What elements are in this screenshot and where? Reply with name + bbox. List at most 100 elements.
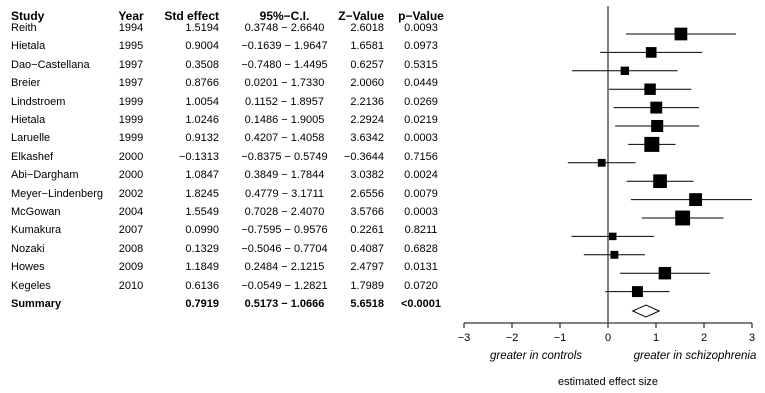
row-9-std: 1.0847 <box>185 169 219 182</box>
summary-z: 5.6518 <box>350 298 384 310</box>
row-7-study: Laruelle <box>11 132 51 145</box>
x-tick-label-1: −2 <box>506 332 519 344</box>
summary-ci: 0.5173 − 1.0666 <box>244 298 325 310</box>
row-1-year: 1994 <box>118 22 144 34</box>
row-6-ci: 0.1486 − 1.9005 <box>244 114 325 126</box>
row-8-year: 2000 <box>118 150 144 163</box>
row-13-std: 0.1329 <box>185 242 219 255</box>
row-15-z: 1.7989 <box>350 279 384 292</box>
estimate-marker-11 <box>675 210 691 226</box>
header-std: Std effect <box>164 9 219 23</box>
row-9-p: 0.0024 <box>404 169 438 182</box>
row-2-year: 1995 <box>118 40 144 53</box>
row-5-std: 1.0054 <box>185 95 219 108</box>
row-5-p: 0.0269 <box>404 95 438 108</box>
row-7-p: 0.0003 <box>404 132 438 145</box>
x-tick-label-6: 3 <box>749 332 755 344</box>
row-3-ci: −0.7480 − 1.4495 <box>241 58 328 71</box>
row-11-study: McGowan <box>11 206 61 218</box>
row-4-year: 1997 <box>118 77 144 90</box>
row-6-std: 1.0246 <box>185 114 219 126</box>
row-13-year: 2008 <box>118 242 144 255</box>
row-12-z: 0.2261 <box>350 224 384 237</box>
row-10-ci: 0.4779 − 3.1711 <box>244 187 324 200</box>
estimate-marker-3 <box>620 66 630 75</box>
row-11-year: 2004 <box>118 206 144 218</box>
row-5-year: 1999 <box>118 95 144 108</box>
row-11-std: 1.5549 <box>185 206 219 218</box>
row-2-p: 0.0973 <box>404 40 438 53</box>
row-6-year: 1999 <box>118 114 144 126</box>
estimate-marker-1 <box>674 27 688 41</box>
row-15-p: 0.0720 <box>404 279 438 292</box>
row-14-year: 2009 <box>118 261 144 274</box>
row-2-ci: −0.1639 − 1.9647 <box>241 40 328 53</box>
row-14-z: 2.4797 <box>350 261 384 274</box>
row-14-std: 1.1849 <box>185 261 219 274</box>
row-2-study: Hietala <box>11 40 46 53</box>
estimate-marker-9 <box>653 174 667 189</box>
row-10-study: Meyer−Lindenberg <box>11 187 104 200</box>
x-tick-label-4: 1 <box>653 332 659 344</box>
row-8-study: Elkashef <box>11 150 54 163</box>
row-7-std: 0.9132 <box>185 132 219 145</box>
row-4-std: 0.8766 <box>185 77 219 90</box>
row-11-p: 0.0003 <box>404 206 438 218</box>
row-10-year: 2002 <box>118 187 144 200</box>
row-2-z: 1.6581 <box>350 40 384 53</box>
row-5-z: 2.2136 <box>350 95 384 108</box>
x-tick-label-5: 2 <box>701 332 707 344</box>
row-2-std: 0.9004 <box>185 40 219 53</box>
row-3-p: 0.5315 <box>404 58 438 71</box>
row-13-study: Nozaki <box>11 242 45 255</box>
estimate-marker-6 <box>651 119 664 133</box>
row-9-z: 3.0382 <box>350 169 384 182</box>
annotation-right: greater in schizophrenia <box>634 350 757 362</box>
row-4-p: 0.0449 <box>404 77 438 90</box>
row-3-year: 1997 <box>118 58 144 71</box>
row-8-p: 0.7156 <box>404 150 438 163</box>
row-12-year: 2007 <box>118 224 144 237</box>
summary-p: <0.0001 <box>400 298 442 310</box>
x-tick-label-0: −3 <box>458 332 471 344</box>
header-z: Z−Value <box>338 9 384 23</box>
row-10-std: 1.8245 <box>185 187 219 200</box>
row-12-std: 0.0990 <box>185 224 219 237</box>
row-12-ci: −0.7595 − 0.9576 <box>241 224 328 237</box>
row-9-ci: 0.3849 − 1.7844 <box>244 169 325 182</box>
row-14-p: 0.0131 <box>404 261 438 274</box>
row-8-std: −0.1313 <box>178 150 219 163</box>
row-4-study: Breier <box>11 77 41 90</box>
header-year: Year <box>118 9 144 23</box>
row-14-ci: 0.2484 − 2.1215 <box>244 261 325 274</box>
study-table: Study Year Std effect 95%−C.I. Z−Value p−Valu… <box>11 9 444 311</box>
row-15-year: 2010 <box>118 279 144 292</box>
estimate-marker-2 <box>645 47 657 58</box>
row-1-std: 1.5194 <box>185 22 219 34</box>
x-tick-label-3: 0 <box>605 332 611 344</box>
x-tick-label-2: −1 <box>554 332 567 344</box>
row-1-p: 0.0093 <box>404 22 438 34</box>
row-4-z: 2.0060 <box>350 77 384 90</box>
row-6-z: 2.2924 <box>350 114 384 126</box>
row-1-ci: 0.3748 − 2.6640 <box>244 22 325 34</box>
estimate-marker-7 <box>644 136 660 152</box>
row-11-ci: 0.7028 − 2.4070 <box>244 206 325 218</box>
estimate-marker-13 <box>610 250 619 259</box>
row-14-study: Howes <box>11 261 45 274</box>
row-5-study: Lindstroem <box>11 95 66 108</box>
estimate-marker-8 <box>597 158 606 167</box>
header-p: p−Value <box>398 9 444 23</box>
row-13-ci: −0.5046 − 0.7704 <box>241 242 328 255</box>
row-12-p: 0.8211 <box>404 224 438 237</box>
row-7-ci: 0.4207 − 1.4058 <box>244 132 325 145</box>
estimate-marker-4 <box>644 83 656 95</box>
row-6-study: Hietala <box>11 114 46 126</box>
estimate-marker-5 <box>650 101 663 114</box>
row-5-ci: 0.1152 − 1.8957 <box>244 95 324 108</box>
row-15-study: Kegeles <box>11 279 51 292</box>
row-10-z: 2.6556 <box>350 187 384 200</box>
estimate-marker-10 <box>689 193 702 207</box>
summary-study: Summary <box>11 298 62 310</box>
